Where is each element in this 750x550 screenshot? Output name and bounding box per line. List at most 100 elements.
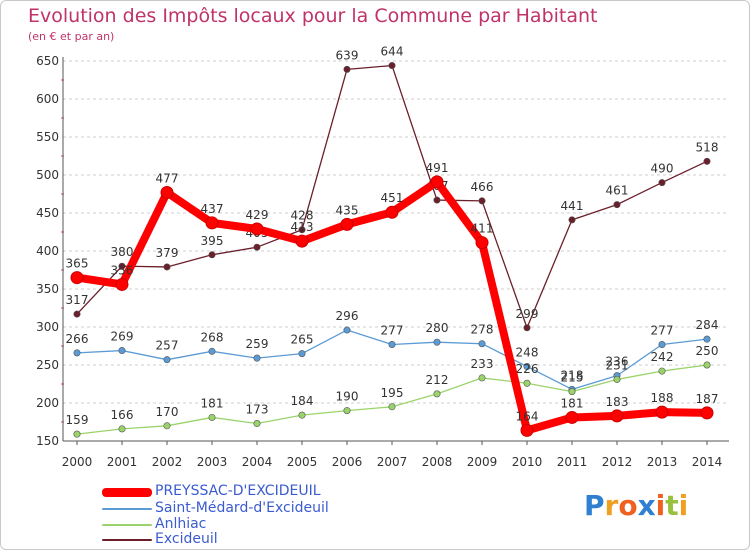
data-point-excideuil xyxy=(208,251,216,259)
data-label-preyssac-d-excideuil: 365 xyxy=(66,257,89,271)
data-point-excideuil xyxy=(568,216,576,224)
x-tick-label: 2013 xyxy=(647,455,678,469)
data-point-preyssac-d-excideuil xyxy=(70,271,84,285)
data-point-saint-m-dard-d-excideuil xyxy=(163,356,171,364)
data-point-preyssac-d-excideuil xyxy=(655,405,669,419)
data-point-anlhiac xyxy=(433,390,441,398)
data-point-anlhiac xyxy=(613,375,621,383)
data-point-saint-m-dard-d-excideuil xyxy=(298,350,306,358)
data-label-saint-m-dard-d-excideuil: 218 xyxy=(561,368,584,382)
data-label-saint-m-dard-d-excideuil: 280 xyxy=(426,321,449,335)
x-tick-label: 2000 xyxy=(62,455,93,469)
legend-label-preyssac: PREYSSAC-D'EXCIDEUIL xyxy=(155,483,321,499)
logo-letter: o xyxy=(618,489,638,522)
data-point-preyssac-d-excideuil xyxy=(475,236,489,250)
logo-letter: r xyxy=(604,489,619,522)
y-tick-label: 550 xyxy=(36,130,59,144)
data-label-excideuil: 317 xyxy=(66,293,89,307)
data-point-excideuil xyxy=(523,324,531,332)
y-tick-label: 650 xyxy=(36,54,59,68)
x-tick-label: 2004 xyxy=(242,455,273,469)
x-tick-label: 2001 xyxy=(107,455,138,469)
data-label-anlhiac: 242 xyxy=(651,350,674,364)
data-label-anlhiac: 212 xyxy=(426,373,449,387)
data-label-anlhiac: 233 xyxy=(471,357,494,371)
data-point-anlhiac xyxy=(703,361,711,369)
data-label-excideuil: 299 xyxy=(516,307,539,321)
data-label-anlhiac: 184 xyxy=(291,394,314,408)
data-label-preyssac-d-excideuil: 437 xyxy=(201,202,224,216)
data-point-preyssac-d-excideuil xyxy=(340,217,354,231)
chart-subtitle: (en € et par an) xyxy=(28,30,115,43)
data-label-saint-m-dard-d-excideuil: 265 xyxy=(291,333,314,347)
data-point-anlhiac xyxy=(163,422,171,430)
data-label-anlhiac: 226 xyxy=(516,362,539,376)
data-point-anlhiac xyxy=(208,413,216,421)
data-point-anlhiac xyxy=(388,403,396,411)
x-tick-label: 2014 xyxy=(692,455,723,469)
data-point-preyssac-d-excideuil xyxy=(160,185,174,199)
legend-label-excideuil: Excideuil xyxy=(155,531,218,547)
data-point-anlhiac xyxy=(118,425,126,433)
data-label-anlhiac: 190 xyxy=(336,390,359,404)
data-point-preyssac-d-excideuil xyxy=(610,409,624,423)
data-point-excideuil xyxy=(253,243,261,251)
legend-item-preyssac: PREYSSAC-D'EXCIDEUIL xyxy=(102,483,362,500)
data-label-anlhiac: 170 xyxy=(156,405,179,419)
data-point-excideuil xyxy=(433,196,441,204)
data-point-saint-m-dard-d-excideuil xyxy=(433,338,441,346)
data-point-saint-m-dard-d-excideuil xyxy=(388,340,396,348)
legend-label-saint-medard: Saint-Médard-d'Excideuil xyxy=(155,500,329,516)
data-label-excideuil: 644 xyxy=(381,45,404,59)
data-point-anlhiac xyxy=(478,374,486,382)
legend-swatch-saint-medard xyxy=(102,508,152,510)
data-point-preyssac-d-excideuil xyxy=(385,205,399,219)
x-tick-label: 2007 xyxy=(377,455,408,469)
data-point-anlhiac xyxy=(73,430,81,438)
data-label-saint-m-dard-d-excideuil: 277 xyxy=(651,323,674,337)
data-point-excideuil xyxy=(613,201,621,209)
data-point-preyssac-d-excideuil xyxy=(700,406,714,420)
y-tick-label: 200 xyxy=(36,396,59,410)
y-tick-label: 500 xyxy=(36,168,59,182)
data-label-preyssac-d-excideuil: 164 xyxy=(516,409,539,423)
data-point-preyssac-d-excideuil xyxy=(250,222,264,236)
data-point-excideuil xyxy=(388,62,396,70)
data-point-excideuil xyxy=(163,263,171,271)
data-label-preyssac-d-excideuil: 356 xyxy=(111,263,134,277)
data-point-saint-m-dard-d-excideuil xyxy=(253,354,261,362)
data-label-saint-m-dard-d-excideuil: 259 xyxy=(246,337,269,351)
data-label-preyssac-d-excideuil: 429 xyxy=(246,208,269,222)
y-tick-label: 450 xyxy=(36,206,59,220)
y-tick-label: 150 xyxy=(36,434,59,448)
data-point-preyssac-d-excideuil xyxy=(115,277,129,291)
data-label-preyssac-d-excideuil: 435 xyxy=(336,203,359,217)
x-tick-label: 2012 xyxy=(602,455,633,469)
data-label-preyssac-d-excideuil: 187 xyxy=(696,392,719,406)
legend-swatch-anlhiac xyxy=(102,524,152,526)
data-label-preyssac-d-excideuil: 491 xyxy=(426,161,449,175)
data-point-preyssac-d-excideuil xyxy=(565,410,579,424)
data-point-preyssac-d-excideuil xyxy=(295,234,309,248)
data-point-anlhiac xyxy=(298,411,306,419)
data-label-preyssac-d-excideuil: 411 xyxy=(471,222,494,236)
data-point-excideuil xyxy=(118,262,126,270)
x-tick-label: 2010 xyxy=(512,455,543,469)
data-point-excideuil xyxy=(658,179,666,187)
data-label-excideuil: 518 xyxy=(696,140,719,154)
data-point-excideuil xyxy=(298,226,306,234)
x-tick-label: 2006 xyxy=(332,455,363,469)
data-label-saint-m-dard-d-excideuil: 266 xyxy=(66,332,89,346)
y-tick-label: 250 xyxy=(36,358,59,372)
data-label-anlhiac: 195 xyxy=(381,386,404,400)
data-label-anlhiac: 231 xyxy=(606,358,629,372)
data-label-excideuil: 461 xyxy=(606,184,629,198)
logo-letter: P xyxy=(584,489,605,522)
chart-title: Evolution des Impôts locaux pour la Comm… xyxy=(28,5,598,27)
x-tick-label: 2002 xyxy=(152,455,183,469)
y-tick-label: 300 xyxy=(36,320,59,334)
logo-letter: i xyxy=(655,489,666,522)
data-point-preyssac-d-excideuil xyxy=(520,423,534,437)
